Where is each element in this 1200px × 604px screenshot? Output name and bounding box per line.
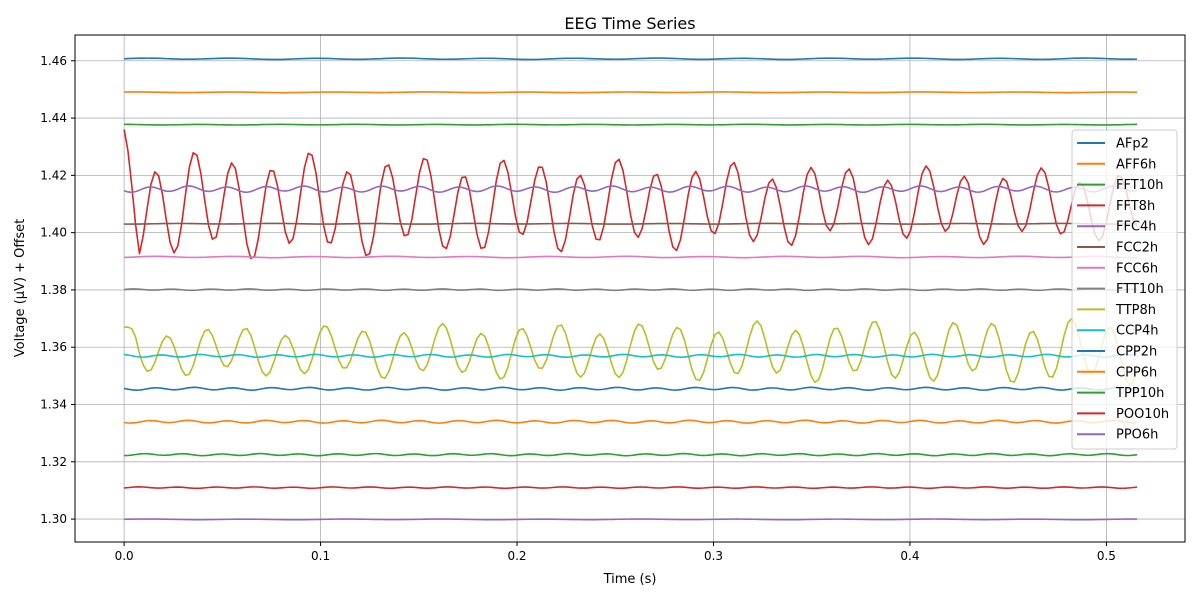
x-tick-label: 0.1	[311, 549, 330, 563]
y-tick-label: 1.32	[40, 455, 67, 469]
legend-label-ffc4h: FFC4h	[1116, 220, 1157, 235]
series-line-ftt10h	[124, 288, 1138, 292]
x-tick-label: 0.4	[900, 549, 919, 563]
series-line-fft8h	[123, 129, 1138, 260]
chart-title: EEG Time Series	[564, 14, 695, 33]
legend-label-tpp10h: TPP10h	[1115, 386, 1164, 401]
x-axis-label: Time (s)	[603, 572, 657, 587]
legend-label-afp2: AFp2	[1116, 137, 1149, 152]
legend-label-aff6h: AFF6h	[1116, 157, 1156, 172]
series-line-tpp10h	[124, 452, 1138, 457]
plot-frame	[74, 34, 1186, 543]
legend: AFp2 AFF6h FFT10h FFT8h FFC4h FCC2h FCC6h FTT10…	[1071, 129, 1178, 450]
y-axis-label: Voltage (µV) + Offset	[13, 219, 28, 357]
legend-label-fcc2h: FCC2h	[1116, 241, 1158, 256]
legend-label-cpp2h: CPP2h	[1116, 345, 1157, 360]
series-line-cpp2h	[123, 386, 1138, 391]
series-line-afp2	[124, 57, 1138, 61]
series-line-fcc2h	[124, 222, 1138, 225]
legend-label-poo10h: POO10h	[1116, 407, 1169, 422]
legend-label-cpp6h: CPP6h	[1116, 365, 1157, 380]
legend-label-fft10h: FFT10h	[1116, 178, 1163, 193]
legend-label-ccp4h: CCP4h	[1116, 324, 1159, 339]
y-tick-label: 1.36	[40, 340, 67, 354]
y-tick-label: 1.34	[40, 398, 67, 412]
legend-label-ftt10h: FTT10h	[1116, 282, 1164, 297]
series-line-fft10h	[124, 123, 1138, 126]
plot-series	[123, 57, 1138, 521]
y-tick-label: 1.46	[40, 54, 67, 68]
y-tick-label: 1.42	[40, 168, 67, 182]
series-line-ttp8h	[124, 317, 1138, 387]
x-tick-label: 0.5	[1097, 549, 1116, 563]
x-tick-label: 0.3	[704, 549, 723, 563]
legend-frame	[1071, 129, 1178, 450]
x-axis-ticks: 0.0 0.1 0.2 0.3 0.4 0.5	[115, 542, 1116, 563]
x-tick-label: 0.0	[115, 549, 134, 563]
legend-label-fft8h: FFT8h	[1116, 199, 1155, 214]
series-line-ffc4h	[123, 185, 1138, 194]
x-tick-label: 0.2	[507, 549, 526, 563]
y-tick-label: 1.40	[40, 226, 67, 240]
y-tick-label: 1.38	[40, 283, 67, 297]
legend-label-ttp8h: TTP8h	[1115, 303, 1156, 318]
legend-label-ppo6h: PPO6h	[1116, 428, 1158, 443]
y-tick-label: 1.44	[40, 111, 67, 125]
y-tick-label: 1.30	[40, 512, 67, 526]
series-line-ppo6h	[124, 518, 1138, 521]
series-line-fcc6h	[124, 255, 1138, 259]
y-axis-ticks: 1.30 1.32 1.34 1.36 1.38 1.40 1.42 1.44 1.46	[40, 54, 75, 526]
series-line-aff6h	[124, 91, 1138, 94]
legend-label-fcc6h: FCC6h	[1116, 261, 1158, 276]
series-line-poo10h	[124, 486, 1138, 490]
series-line-cpp6h	[124, 419, 1138, 424]
legend-entries: AFp2 AFF6h FFT10h FFT8h FFC4h FCC2h FCC6h FTT10…	[1077, 137, 1169, 443]
series-line-ccp4h	[124, 353, 1138, 359]
